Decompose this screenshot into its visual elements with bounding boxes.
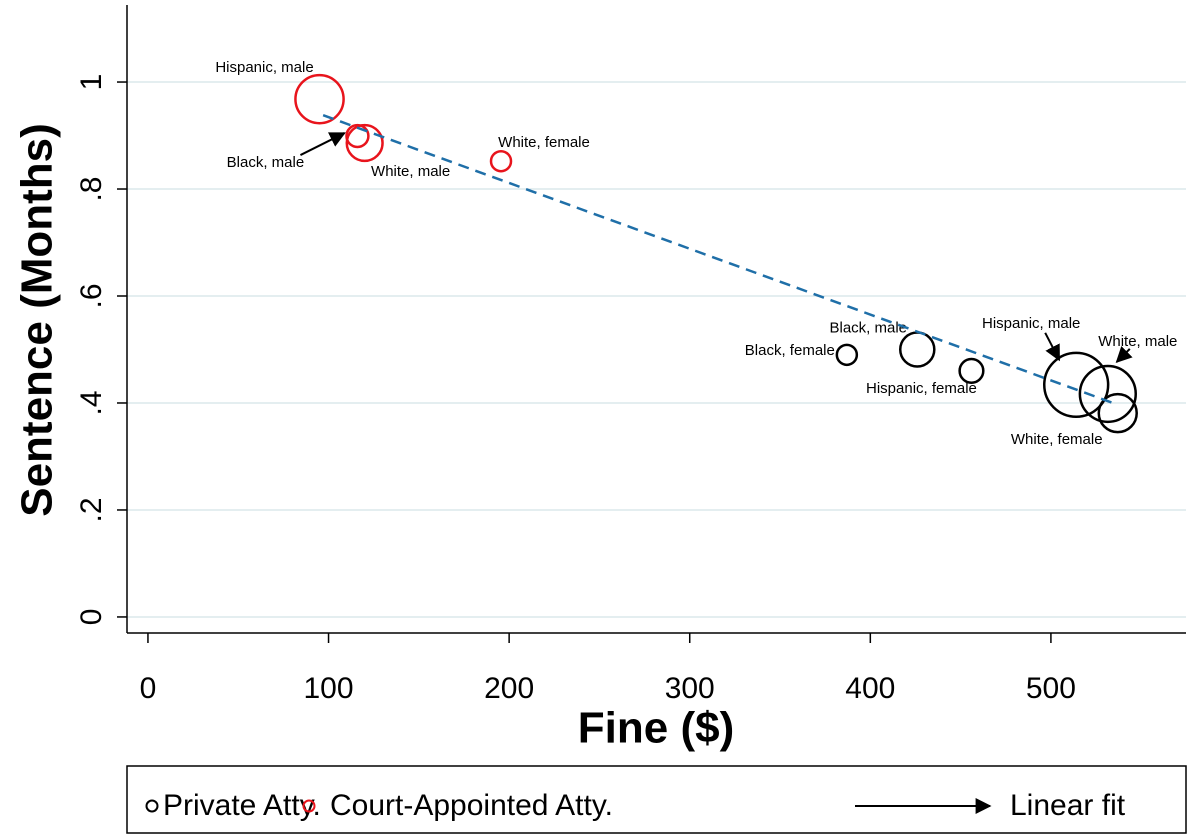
x-tick-label: 200 bbox=[484, 672, 534, 705]
point-label: White, male bbox=[371, 163, 450, 180]
point-label: Hispanic, male bbox=[982, 315, 1080, 332]
legend-label: Private Atty. bbox=[163, 789, 321, 822]
y-tick-label: .2 bbox=[75, 497, 108, 522]
label-arrow bbox=[1044, 332, 1061, 362]
bubble bbox=[345, 123, 384, 163]
x-tick-label: 0 bbox=[140, 672, 157, 705]
bubble bbox=[835, 343, 859, 367]
x-tick-label: 100 bbox=[304, 672, 354, 705]
bubble bbox=[294, 73, 345, 125]
point-label: White, female bbox=[498, 134, 590, 151]
point-label: White, male bbox=[1098, 333, 1177, 350]
x-tick-label: 500 bbox=[1026, 672, 1076, 705]
legend-label: Linear fit bbox=[1010, 789, 1126, 822]
point-label: Black, male bbox=[227, 154, 305, 171]
bubble bbox=[958, 357, 985, 384]
fit-line bbox=[322, 114, 1117, 406]
label-arrow bbox=[1115, 346, 1133, 364]
point-label: Black, female bbox=[745, 342, 835, 359]
y-tick-label: .4 bbox=[75, 390, 108, 415]
point-label: Hispanic, male bbox=[215, 59, 313, 76]
bubble bbox=[1078, 364, 1137, 424]
x-tick-label: 300 bbox=[665, 672, 715, 705]
point-label: White, female bbox=[1011, 431, 1103, 448]
legend-box bbox=[126, 765, 1187, 834]
label-arrow bbox=[299, 132, 346, 156]
point-label: Black, male bbox=[830, 319, 908, 336]
legend-marker bbox=[145, 799, 159, 813]
y-tick-label: .6 bbox=[75, 283, 108, 308]
legend-label: Court-Appointed Atty. bbox=[330, 789, 613, 822]
y-tick-label: 0 bbox=[75, 609, 108, 626]
bubble bbox=[898, 331, 936, 368]
y-tick-label: 1 bbox=[75, 74, 108, 91]
point-label: Hispanic, female bbox=[866, 380, 977, 397]
bubble bbox=[1097, 392, 1138, 434]
bubble bbox=[345, 123, 370, 149]
x-axis-title: Fine ($) bbox=[578, 704, 734, 753]
x-tick-label: 400 bbox=[845, 672, 895, 705]
bubble bbox=[489, 149, 513, 173]
y-tick-label: .8 bbox=[75, 176, 108, 201]
bubble bbox=[1043, 351, 1110, 418]
legend-marker bbox=[302, 799, 316, 813]
y-axis-title: Sentence (Months) bbox=[13, 123, 62, 517]
